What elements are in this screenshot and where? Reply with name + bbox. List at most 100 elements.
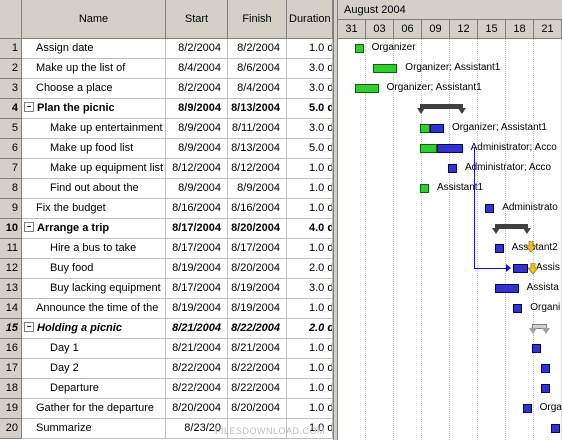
task-name-cell[interactable]: Make up the list of	[22, 59, 166, 79]
task-bar-complete[interactable]	[419, 124, 430, 133]
task-name-cell[interactable]: Fix the budget	[22, 199, 166, 219]
task-bar[interactable]	[373, 64, 398, 73]
task-row[interactable]: 10− Arrange a trip 8/17/2004 8/20/2004 4.0 d	[0, 219, 333, 239]
column-header-name[interactable]: Name	[22, 0, 166, 39]
finish-date-cell[interactable]: 8/11/2004	[228, 119, 287, 139]
task-name-cell[interactable]: Choose a place	[22, 79, 166, 99]
finish-date-cell[interactable]: 8/22/2004	[228, 359, 287, 379]
task-bar[interactable]	[485, 204, 495, 213]
summary-bar[interactable]	[419, 104, 463, 109]
row-id[interactable]: 19	[0, 399, 22, 419]
summary-bar[interactable]	[531, 324, 547, 329]
task-row[interactable]: 11 Hire a bus to take 8/17/2004 8/17/2004 1.…	[0, 239, 333, 259]
duration-cell[interactable]: 1.0 d	[287, 359, 333, 379]
duration-cell[interactable]: 1.0 d	[287, 419, 333, 439]
task-bar[interactable]	[531, 344, 541, 353]
finish-date-cell[interactable]: 8/19/2004	[228, 279, 287, 299]
row-id[interactable]: 18	[0, 379, 22, 399]
task-name-cell[interactable]: Hire a bus to take	[22, 239, 166, 259]
start-date-cell[interactable]: 8/17/2004	[166, 219, 228, 239]
task-name-cell[interactable]: Make up entertainment	[22, 119, 166, 139]
duration-cell[interactable]: 3.0 d	[287, 59, 333, 79]
start-date-cell[interactable]: 8/9/2004	[166, 139, 228, 159]
summary-bar[interactable]	[494, 224, 528, 229]
row-id[interactable]: 11	[0, 239, 22, 259]
task-bar[interactable]	[354, 84, 379, 93]
finish-date-cell[interactable]: 8/22/2004	[228, 319, 287, 339]
task-row[interactable]: 20 Summarize 8/23/20 1.0 d	[0, 419, 333, 439]
row-id[interactable]: 20	[0, 419, 22, 439]
task-row[interactable]: 19 Gather for the departure 8/20/2004 8/20/…	[0, 399, 333, 419]
row-id[interactable]: 12	[0, 259, 22, 279]
task-name-cell[interactable]: Day 1	[22, 339, 166, 359]
start-date-cell[interactable]: 8/21/2004	[166, 339, 228, 359]
task-name-cell[interactable]: Make up food list	[22, 139, 166, 159]
duration-cell[interactable]: 1.0 d	[287, 199, 333, 219]
finish-date-cell[interactable]: 8/2/2004	[228, 39, 287, 59]
finish-date-cell[interactable]: 8/20/2004	[228, 399, 287, 419]
column-header-finish[interactable]: Finish	[228, 0, 287, 39]
finish-date-cell[interactable]: 8/13/2004	[228, 139, 287, 159]
row-id[interactable]: 13	[0, 279, 22, 299]
row-id[interactable]: 7	[0, 159, 22, 179]
task-bar[interactable]	[436, 144, 463, 153]
collapse-toggle-icon[interactable]: −	[24, 102, 34, 113]
start-date-cell[interactable]: 8/21/2004	[166, 319, 228, 339]
duration-cell[interactable]: 1.0 d	[287, 399, 333, 419]
task-bar[interactable]	[541, 364, 551, 373]
row-id[interactable]: 2	[0, 59, 22, 79]
task-bar-complete[interactable]	[419, 144, 437, 153]
finish-date-cell[interactable]: 8/20/2004	[228, 219, 287, 239]
start-date-cell[interactable]: 8/23/20	[166, 419, 228, 439]
duration-cell[interactable]: 3.0 d	[287, 119, 333, 139]
duration-cell[interactable]: 5.0 d	[287, 99, 333, 119]
task-name-cell[interactable]: Departure	[22, 379, 166, 399]
task-row[interactable]: 9 Fix the budget 8/16/2004 8/16/2004 1.0 d	[0, 199, 333, 219]
row-id[interactable]: 14	[0, 299, 22, 319]
row-id[interactable]: 1	[0, 39, 22, 59]
collapse-toggle-icon[interactable]: −	[24, 322, 34, 333]
duration-cell[interactable]: 1.0 d	[287, 299, 333, 319]
task-bar[interactable]	[354, 44, 364, 53]
duration-cell[interactable]: 1.0 d	[287, 179, 333, 199]
duration-cell[interactable]: 2.0 d	[287, 259, 333, 279]
task-bar[interactable]	[447, 164, 457, 173]
task-row[interactable]: 6 Make up food list 8/9/2004 8/13/2004 5.0 d	[0, 139, 333, 159]
row-id[interactable]: 16	[0, 339, 22, 359]
task-name-cell[interactable]: Day 2	[22, 359, 166, 379]
finish-date-cell[interactable]: 8/17/2004	[228, 239, 287, 259]
task-row[interactable]: 17 Day 2 8/22/2004 8/22/2004 1.0 d	[0, 359, 333, 379]
duration-cell[interactable]: 1.0 d	[287, 39, 333, 59]
task-name-cell[interactable]: Gather for the departure	[22, 399, 166, 419]
task-row[interactable]: 1 Assign date 8/2/2004 8/2/2004 1.0 d	[0, 39, 333, 59]
row-id[interactable]: 6	[0, 139, 22, 159]
duration-cell[interactable]: 3.0 d	[287, 79, 333, 99]
column-header-duration[interactable]: Duration	[287, 0, 333, 39]
task-name-cell[interactable]: Announce the time of the	[22, 299, 166, 319]
duration-cell[interactable]: 1.0 d	[287, 239, 333, 259]
start-date-cell[interactable]: 8/22/2004	[166, 379, 228, 399]
finish-date-cell[interactable]	[228, 419, 287, 439]
task-row[interactable]: 8 Find out about the 8/9/2004 8/9/2004 1.0 d	[0, 179, 333, 199]
task-row[interactable]: 14 Announce the time of the 8/19/2004 8/19/…	[0, 299, 333, 319]
task-bar[interactable]	[429, 124, 444, 133]
task-bar[interactable]	[513, 264, 528, 273]
row-id[interactable]: 3	[0, 79, 22, 99]
finish-date-cell[interactable]: 8/13/2004	[228, 99, 287, 119]
duration-cell[interactable]: 2.0 d	[287, 319, 333, 339]
task-name-cell[interactable]: Buy food	[22, 259, 166, 279]
duration-cell[interactable]: 1.0 d	[287, 159, 333, 179]
column-header-id[interactable]	[0, 0, 22, 39]
task-row[interactable]: 2 Make up the list of 8/4/2004 8/6/2004 3.0 …	[0, 59, 333, 79]
finish-date-cell[interactable]: 8/20/2004	[228, 259, 287, 279]
task-bar[interactable]	[550, 424, 560, 433]
task-name-cell[interactable]: − Arrange a trip	[22, 219, 166, 239]
task-row[interactable]: 13 Buy lacking equipment 8/17/2004 8/19/200…	[0, 279, 333, 299]
finish-date-cell[interactable]: 8/22/2004	[228, 379, 287, 399]
start-date-cell[interactable]: 8/4/2004	[166, 59, 228, 79]
start-date-cell[interactable]: 8/22/2004	[166, 359, 228, 379]
task-name-cell[interactable]: − Plan the picnic	[22, 99, 166, 119]
task-name-cell[interactable]: Summarize	[22, 419, 166, 439]
row-id[interactable]: 8	[0, 179, 22, 199]
task-name-cell[interactable]: Assign date	[22, 39, 166, 59]
